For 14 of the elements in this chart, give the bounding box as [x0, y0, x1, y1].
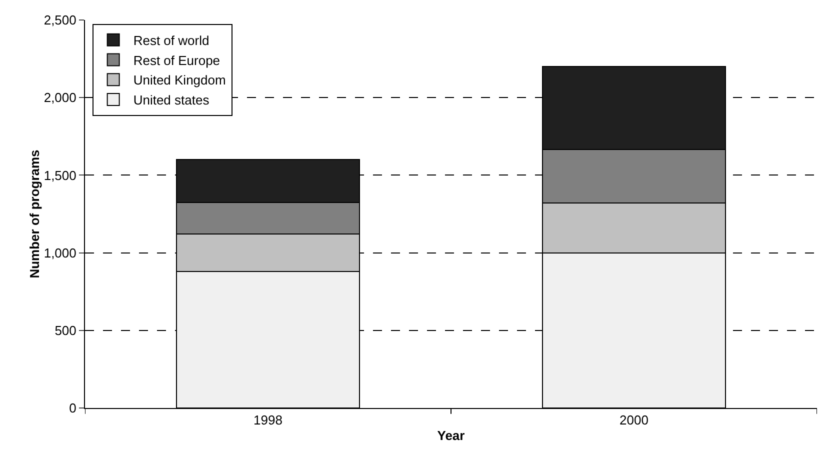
legend-label: United states: [133, 92, 210, 108]
y-tick-label: 1,500: [44, 168, 76, 183]
legend-label: Rest of Europe: [133, 52, 220, 68]
y-tick-label: 0: [69, 400, 76, 416]
y-tick-label: 500: [54, 322, 76, 338]
y-axis-title: Number of programs: [26, 150, 42, 278]
legend-label: United Kingdom: [133, 72, 226, 88]
y-tick-label: 2,000: [44, 90, 76, 106]
y-tick-label: 1,000: [44, 245, 76, 260]
y-tick-label: 2,500: [44, 12, 76, 28]
x-tick-label: 2000: [620, 412, 648, 428]
legend-label: Rest of world: [133, 32, 210, 48]
x-tick-label: 1998: [254, 412, 282, 428]
x-axis-title: Year: [437, 428, 465, 444]
